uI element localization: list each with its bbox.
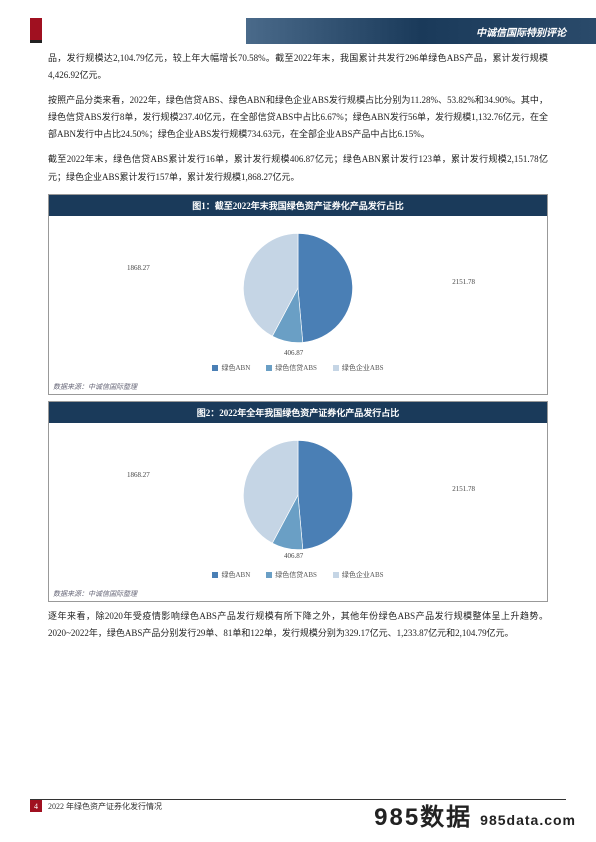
legend-item: 绿色信贷ABS — [266, 363, 317, 373]
page-number: 4 — [30, 800, 42, 812]
chart-1-title: 图1：截至2022年末我国绿色资产证券化产品发行占比 — [49, 195, 547, 216]
chart-2-title: 图2：2022年全年我国绿色资产证券化产品发行占比 — [49, 402, 547, 423]
legend-color — [212, 365, 218, 371]
legend-item: 绿色信贷ABS — [266, 570, 317, 580]
legend-label: 绿色企业ABS — [342, 570, 384, 580]
legend-color — [266, 572, 272, 578]
chart-1: 图1：截至2022年末我国绿色资产证券化产品发行占比 2151.78 406.8… — [48, 194, 548, 395]
pie-chart-1 — [233, 223, 363, 353]
watermark: 985数据 985data.com — [374, 797, 576, 832]
chart-1-label-1: 406.87 — [284, 349, 303, 357]
legend-label: 绿色ABN — [221, 363, 250, 373]
legend-label: 绿色企业ABS — [342, 363, 384, 373]
paragraph-4: 逐年来看，除2020年受疫情影响绿色ABS产品发行规模有所下降之外，其他年份绿色… — [48, 608, 548, 642]
chart-1-source: 数据来源：中诚信国际整理 — [49, 379, 547, 394]
chart-2-label-2: 1868.27 — [127, 471, 150, 479]
chart-1-label-2: 1868.27 — [127, 264, 150, 272]
paragraph-3: 截至2022年末，绿色信贷ABS累计发行16单，累计发行规模406.87亿元；绿… — [48, 151, 548, 185]
legend-label: 绿色ABN — [221, 570, 250, 580]
watermark-url: 985data.com — [480, 812, 576, 828]
legend-label: 绿色信贷ABS — [275, 570, 317, 580]
chart-2-area: 2151.78 406.87 1868.27 — [49, 423, 547, 568]
paragraph-2: 按照产品分类来看，2022年，绿色信贷ABS、绿色ABN和绿色企业ABS发行规模… — [48, 92, 548, 143]
chart-2: 图2：2022年全年我国绿色资产证券化产品发行占比 2151.78 406.87… — [48, 401, 548, 602]
pie-chart-2 — [233, 430, 363, 560]
footer-text: 2022 年绿色资产证券化发行情况 — [48, 801, 162, 812]
chart-2-legend: 绿色ABN 绿色信贷ABS 绿色企业ABS — [49, 568, 547, 586]
legend-item: 绿色ABN — [212, 363, 250, 373]
legend-color — [266, 365, 272, 371]
paragraph-1: 品，发行规模达2,104.79亿元，较上年大幅增长70.58%。截至2022年末… — [48, 50, 548, 84]
page-content: 品，发行规模达2,104.79亿元，较上年大幅增长70.58%。截至2022年末… — [0, 0, 596, 670]
chart-2-source: 数据来源：中诚信国际整理 — [49, 586, 547, 601]
legend-item: 绿色企业ABS — [333, 570, 384, 580]
legend-color — [333, 572, 339, 578]
chart-2-label-0: 2151.78 — [452, 485, 475, 493]
legend-item: 绿色ABN — [212, 570, 250, 580]
chart-1-label-0: 2151.78 — [452, 278, 475, 286]
chart-1-legend: 绿色ABN 绿色信贷ABS 绿色企业ABS — [49, 361, 547, 379]
legend-item: 绿色企业ABS — [333, 363, 384, 373]
chart-2-label-1: 406.87 — [284, 552, 303, 560]
watermark-main: 985数据 — [374, 804, 472, 831]
legend-color — [333, 365, 339, 371]
legend-color — [212, 572, 218, 578]
chart-1-area: 2151.78 406.87 1868.27 — [49, 216, 547, 361]
legend-label: 绿色信贷ABS — [275, 363, 317, 373]
